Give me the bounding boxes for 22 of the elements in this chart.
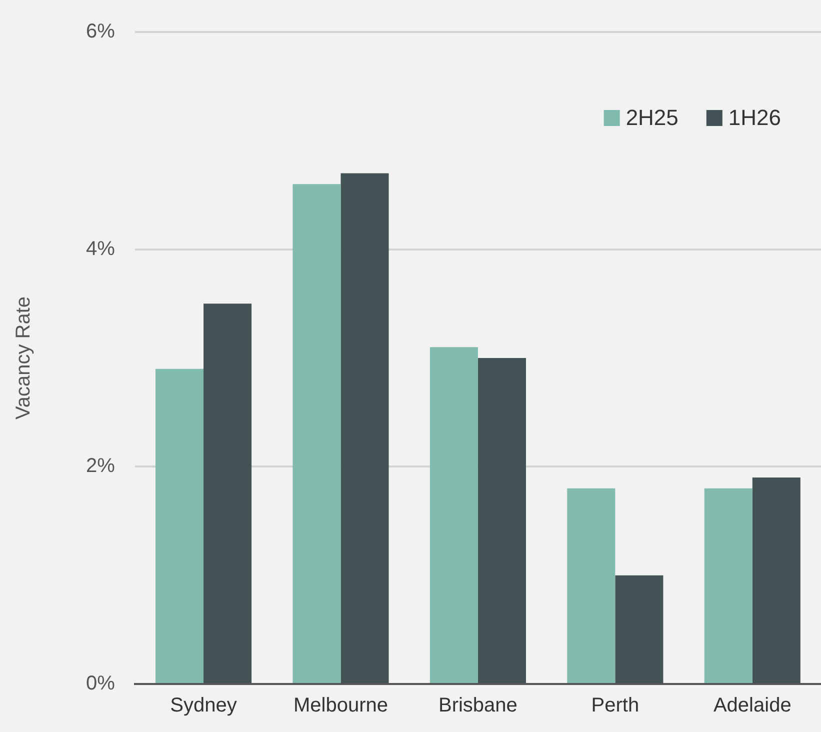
bar	[155, 368, 204, 683]
y-tick-label: 4%	[86, 238, 116, 260]
x-tick-label: Adelaide	[713, 694, 792, 717]
y-tick-label: 6%	[86, 20, 116, 43]
bar	[292, 184, 341, 683]
legend-label: 1H26	[728, 105, 781, 130]
bar	[752, 478, 800, 683]
x-tick-label: Sydney	[170, 694, 237, 717]
y-axis-title: Vacancy Rate	[12, 296, 35, 420]
bar	[704, 488, 752, 683]
bar	[204, 304, 252, 683]
bar	[567, 488, 616, 683]
y-tick-label: 2%	[86, 455, 116, 478]
x-tick-label: Melbourne	[293, 694, 388, 717]
bar	[615, 575, 664, 683]
legend-label: 2H25	[626, 105, 678, 130]
x-tick-label: Brisbane	[438, 694, 518, 717]
y-tick-label: 0%	[86, 672, 116, 695]
bar	[340, 173, 389, 683]
bar	[430, 347, 478, 683]
bar	[478, 358, 526, 683]
x-tick-label: Perth	[591, 694, 640, 717]
